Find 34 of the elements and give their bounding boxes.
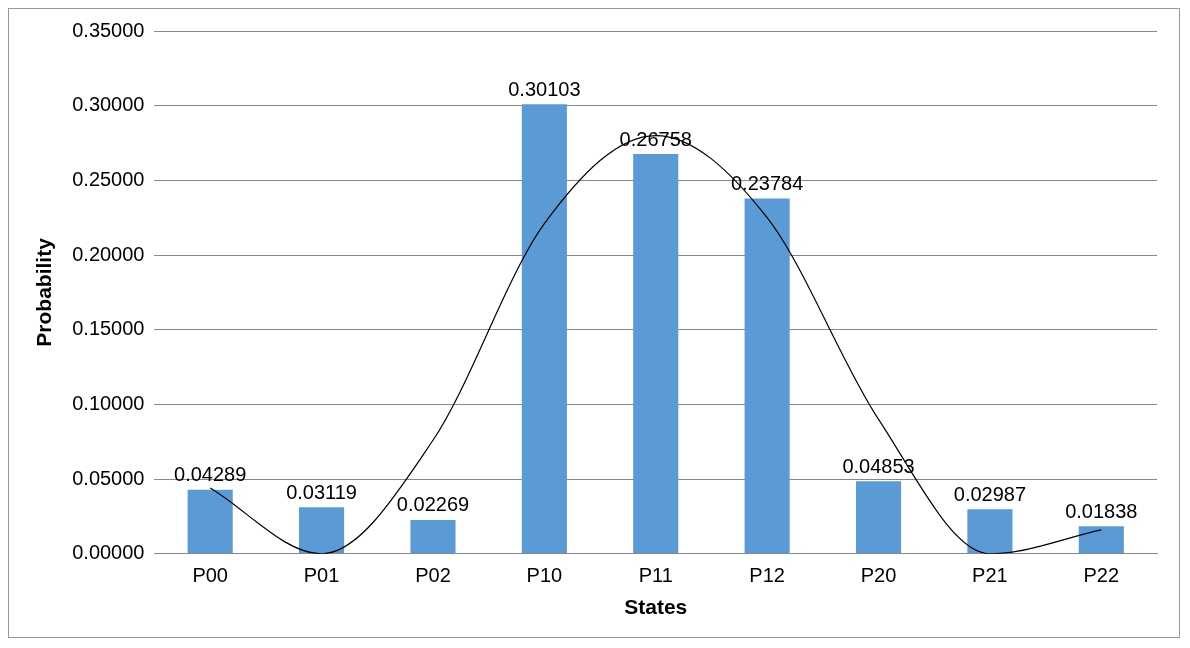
x-tick-label: P12 xyxy=(749,564,785,587)
y-tick-label: 0.05000 xyxy=(72,466,145,489)
data-label: 0.03119 xyxy=(286,480,357,503)
y-axis-title: Probability xyxy=(32,237,56,347)
x-axis-title: States xyxy=(624,595,688,619)
bar xyxy=(521,104,567,554)
data-label: 0.30103 xyxy=(508,77,581,100)
bar xyxy=(967,509,1013,554)
bar xyxy=(855,481,902,554)
x-tick-label: P00 xyxy=(192,564,228,587)
bar xyxy=(744,198,790,554)
data-label: 0.04289 xyxy=(174,463,247,486)
x-tick-label: P02 xyxy=(415,564,451,587)
bar xyxy=(187,489,233,554)
data-label: 0.02269 xyxy=(396,493,470,516)
y-tick-label: 0.25000 xyxy=(72,167,145,190)
x-tick-label: P01 xyxy=(303,564,340,587)
y-tick-label: 0.35000 xyxy=(72,18,145,41)
data-label: 0.01838 xyxy=(1065,499,1138,522)
y-tick-label: 0.30000 xyxy=(72,93,145,116)
bar xyxy=(633,154,679,554)
bar xyxy=(299,507,345,554)
bar xyxy=(1078,526,1124,554)
bar xyxy=(410,519,456,554)
y-tick-label: 0.00000 xyxy=(72,541,145,564)
x-tick-label: P11 xyxy=(638,564,673,587)
x-tick-label: P22 xyxy=(1083,564,1120,587)
y-tick-label: 0.10000 xyxy=(72,391,145,414)
x-tick-label: P10 xyxy=(526,564,563,587)
x-tick-label: P21 xyxy=(972,564,1008,587)
y-tick-label: 0.15000 xyxy=(72,317,145,340)
x-tick-label: P20 xyxy=(860,564,897,587)
data-label: 0.02987 xyxy=(953,482,1027,505)
y-tick-label: 0.20000 xyxy=(72,242,145,265)
